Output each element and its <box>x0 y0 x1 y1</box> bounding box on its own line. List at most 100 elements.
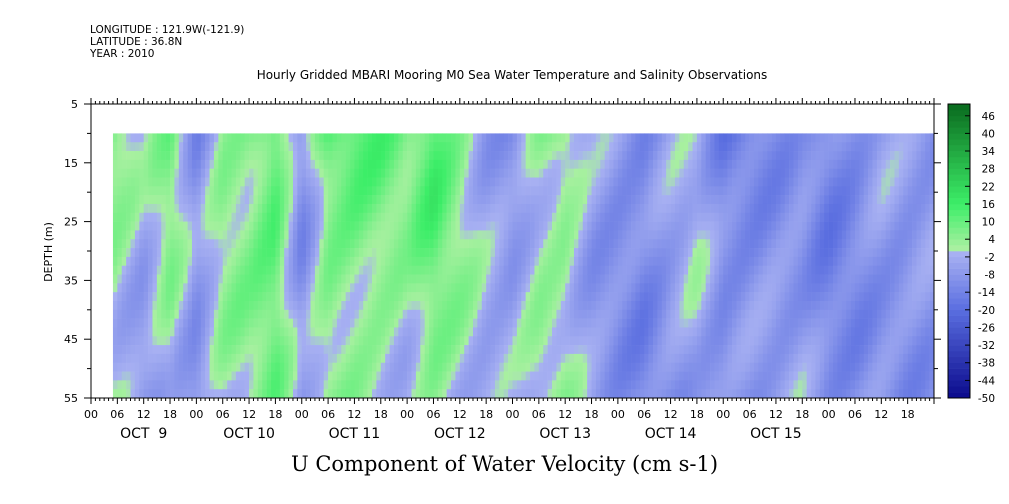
heatmap-cell <box>552 318 557 328</box>
heatmap-cell <box>468 142 474 152</box>
heatmap-cell <box>538 371 544 381</box>
heatmap-cell <box>732 274 737 284</box>
heatmap-cell <box>688 212 693 222</box>
heatmap-cell <box>227 300 232 311</box>
heatmap-cell <box>292 186 298 196</box>
heatmap-cell <box>789 380 794 390</box>
heatmap-cell <box>657 239 663 249</box>
heatmap-cell <box>354 142 360 152</box>
heatmap-cell <box>332 203 338 214</box>
heatmap-cell <box>490 151 496 161</box>
heatmap-cell <box>508 142 513 152</box>
heatmap-cell <box>674 256 680 266</box>
heatmap-cell <box>292 142 298 152</box>
heatmap-cell <box>134 300 140 311</box>
heatmap-cell <box>841 239 847 249</box>
heatmap-cell <box>253 159 259 169</box>
heatmap-cell <box>468 195 474 205</box>
heatmap-cell <box>126 151 131 161</box>
heatmap-cell <box>240 168 245 178</box>
heatmap-cell <box>674 318 680 328</box>
heatmap-cell <box>200 283 206 293</box>
heatmap-cell <box>573 336 579 346</box>
heatmap-cell <box>780 309 786 319</box>
heatmap-cell <box>284 230 289 240</box>
heatmap-cell <box>292 195 298 205</box>
heatmap-cell <box>573 345 579 355</box>
heatmap-cell <box>802 353 807 364</box>
heatmap-cell <box>762 371 768 381</box>
heatmap-cell <box>811 195 816 205</box>
heatmap-cell <box>130 300 136 311</box>
heatmap-cell <box>442 274 447 284</box>
heatmap-cell <box>679 168 685 178</box>
heatmap-cell <box>464 221 469 231</box>
heatmap-cell <box>565 248 570 258</box>
heatmap-cell <box>393 142 399 152</box>
heatmap-cell <box>525 248 531 258</box>
heatmap-cell <box>134 177 140 187</box>
heatmap-cell <box>494 168 500 178</box>
heatmap-cell <box>784 221 790 231</box>
heatmap-cell <box>332 151 338 161</box>
heatmap-cell <box>358 239 364 249</box>
heatmap-cell <box>170 380 175 390</box>
heatmap-cell <box>134 283 140 293</box>
heatmap-cell <box>459 133 465 143</box>
heatmap-cell <box>209 186 215 196</box>
heatmap-cell <box>604 292 610 302</box>
heatmap-cell <box>319 336 324 346</box>
heatmap-cell <box>429 248 434 258</box>
heatmap-cell <box>657 353 663 364</box>
heatmap-cell <box>222 221 228 231</box>
heatmap-cell <box>718 168 724 178</box>
heatmap-cell <box>503 380 509 390</box>
heatmap-cell <box>591 168 597 178</box>
heatmap-cell <box>560 168 566 178</box>
heatmap-cell <box>723 345 728 355</box>
heatmap-cell <box>284 292 289 302</box>
heatmap-cell <box>604 265 610 275</box>
heatmap-cell <box>310 318 316 328</box>
heatmap-cell <box>806 142 812 152</box>
heatmap-cell <box>459 239 465 249</box>
heatmap-cell <box>833 159 838 169</box>
heatmap-cell <box>639 380 645 390</box>
heatmap-cell <box>415 318 421 328</box>
heatmap-cell <box>468 248 474 258</box>
heatmap-cell <box>424 345 430 355</box>
heatmap-cell <box>156 362 162 372</box>
heatmap-cell <box>521 168 526 178</box>
heatmap-cell <box>249 168 254 178</box>
heatmap-cell <box>525 265 531 275</box>
heatmap-cell <box>569 371 575 381</box>
heatmap-cell <box>626 239 632 249</box>
heatmap-cell <box>319 186 324 196</box>
heatmap-cell <box>508 221 513 231</box>
heatmap-cell <box>407 248 412 258</box>
heatmap-cell <box>213 248 219 258</box>
heatmap-cell <box>543 389 548 399</box>
heatmap-cell <box>187 256 193 266</box>
heatmap-cell <box>683 133 689 143</box>
heatmap-cell <box>644 186 649 196</box>
heatmap-cell <box>837 212 843 222</box>
heatmap-cell <box>284 151 289 161</box>
heatmap-cell <box>824 380 829 390</box>
heatmap-cell <box>657 327 663 337</box>
heatmap-cell <box>187 353 193 364</box>
heatmap-cell <box>696 336 702 346</box>
heatmap-cell <box>780 177 786 187</box>
heatmap-cell <box>183 380 188 390</box>
heatmap-cell <box>674 353 680 364</box>
heatmap-cell <box>780 353 786 364</box>
heatmap-cell <box>753 168 759 178</box>
heatmap-cell <box>288 274 294 284</box>
heatmap-cell <box>604 362 610 372</box>
heatmap-cell <box>257 389 263 399</box>
heatmap-cell <box>134 142 140 152</box>
heatmap-cell <box>433 168 439 178</box>
heatmap-cell <box>442 203 447 214</box>
heatmap-cell <box>679 274 685 284</box>
heatmap-cell <box>244 327 250 337</box>
